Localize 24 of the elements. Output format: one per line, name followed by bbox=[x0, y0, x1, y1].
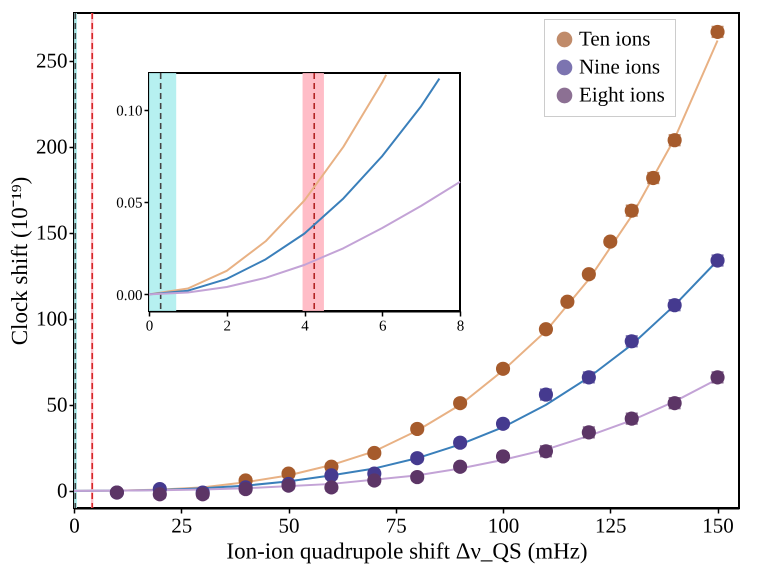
y-tick-label: 0.05 bbox=[116, 196, 142, 212]
x-tick-label: 50 bbox=[278, 514, 300, 538]
legend-label: Nine ions bbox=[579, 54, 660, 78]
legend-label: Ten ions bbox=[579, 26, 650, 50]
x-tick-label: 2 bbox=[224, 318, 231, 334]
x-axis-title: Ion-ion quadrupole shift Δν_QS (mHz) bbox=[226, 538, 588, 564]
y-tick-label: 0.00 bbox=[116, 288, 142, 304]
x-tick-label: 8 bbox=[456, 318, 464, 334]
legend-label: Eight ions bbox=[579, 82, 665, 106]
y-tick-label: 50 bbox=[46, 392, 68, 416]
x-tick-label: 75 bbox=[386, 514, 407, 538]
y-tick-label: 150 bbox=[36, 220, 68, 244]
y-axis-title: Clock shift (10⁻¹⁹) bbox=[7, 176, 32, 346]
x-tick-label: 4 bbox=[301, 318, 310, 334]
x-tick-label: 125 bbox=[595, 514, 627, 538]
y-tick-label: 250 bbox=[36, 48, 68, 73]
y-tick-label: 0 bbox=[57, 478, 68, 502]
x-tick-label: 0 bbox=[146, 318, 154, 334]
y-tick-label: 200 bbox=[36, 134, 68, 159]
x-tick-label: 150 bbox=[702, 514, 734, 538]
x-tick-label: 25 bbox=[171, 514, 192, 538]
x-tick-label: 6 bbox=[379, 318, 387, 334]
x-tick-label: 100 bbox=[488, 514, 520, 538]
y-tick-label: 0.10 bbox=[116, 103, 142, 120]
